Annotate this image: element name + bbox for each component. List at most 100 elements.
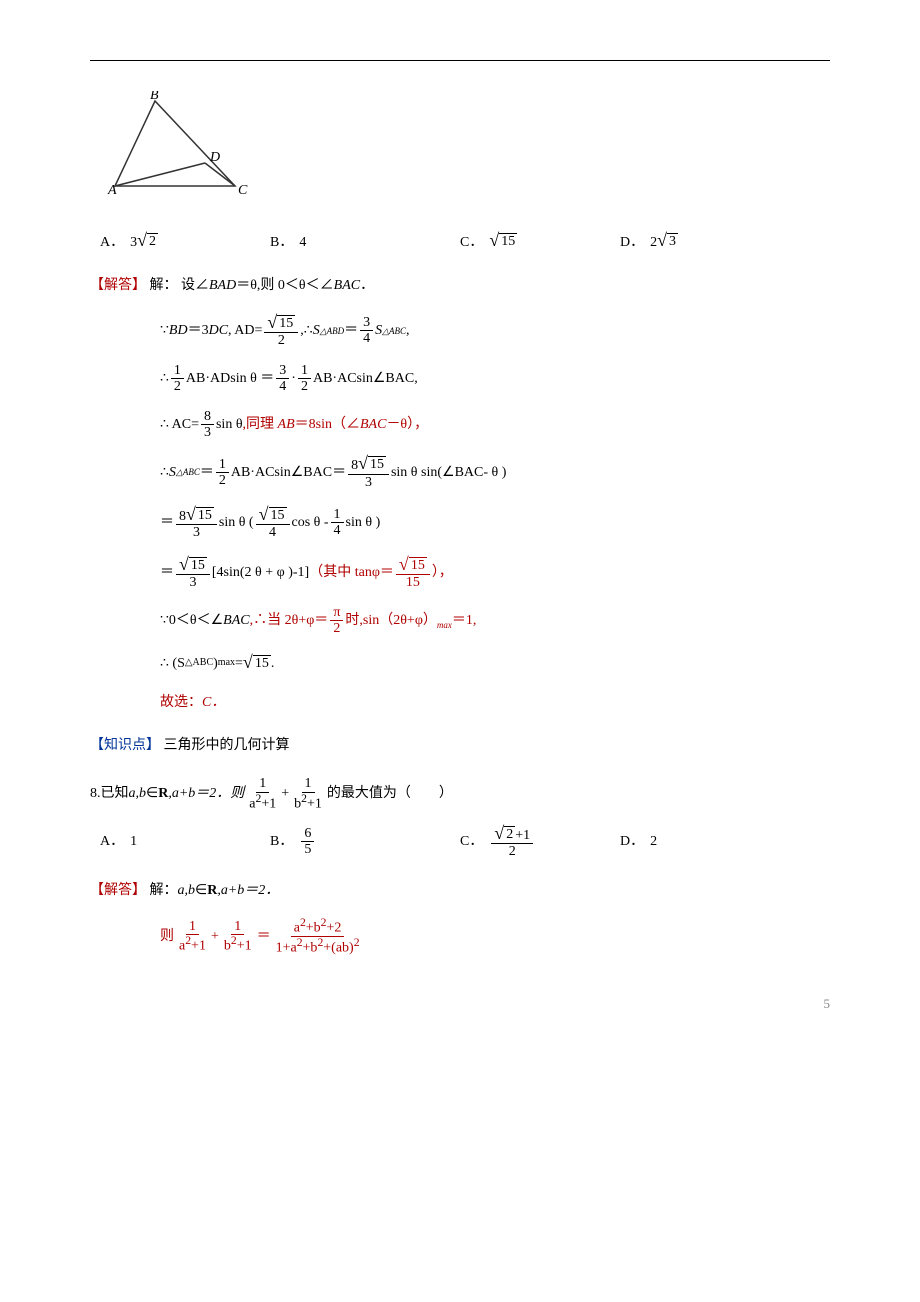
triangle-svg: A B C D (100, 91, 250, 201)
sub: △ABD (320, 323, 344, 339)
svg-text:A: A (107, 183, 117, 198)
t: ∴ (160, 366, 169, 391)
den: 3 (201, 425, 214, 440)
t: ＝3 (188, 318, 209, 343)
t: sin θ sin(∠BAC- θ ) (391, 460, 506, 485)
den: 3 (190, 525, 203, 540)
t: ＝1, (452, 613, 477, 628)
t: ＝ (344, 318, 358, 343)
t: AB·ACsin∠BAC＝ (231, 460, 346, 485)
t: +2 (327, 921, 342, 936)
t: ,∴当 2θ+φ＝ (250, 613, 329, 628)
var: BAC (334, 278, 360, 293)
den: 2 (275, 333, 288, 348)
var: DC (209, 318, 228, 343)
sub: △ABC (382, 323, 406, 339)
t: ∵ (160, 318, 169, 343)
t: ＝8sin（∠ (295, 417, 360, 432)
t: + (211, 924, 219, 949)
t: . (271, 651, 275, 676)
q8-stem: 8.已知 a,b∈R,a+b＝2．则 1a2+1 + 1b2+1 的最大值为（ … (90, 776, 830, 811)
svg-text:B: B (150, 91, 159, 103)
t: +(ab) (323, 941, 353, 956)
var: BAC (223, 608, 249, 633)
triangle-figure: A B C D (100, 91, 830, 210)
header-rule (90, 60, 830, 61)
sol-line-3: ∴ 12 AB·ADsin θ ＝ 34 · 12 AB·ACsin∠BAC, (160, 363, 830, 395)
den: b (224, 939, 231, 954)
option-value: 4 (299, 230, 306, 255)
t: sin θ (216, 412, 243, 437)
t: ∴ (S (160, 651, 185, 676)
var: a,b (129, 781, 147, 806)
q7-option-b[interactable]: B． 4 (270, 230, 460, 255)
num: 3 (360, 315, 373, 331)
radicand: 15 (499, 233, 517, 251)
t: 时,sin（2θ+φ） (345, 613, 437, 628)
q7-option-c[interactable]: C． √15 (460, 230, 620, 255)
den: 15 (403, 575, 423, 590)
t: , AD= (228, 318, 262, 343)
jieda-label: 【解答】 (90, 883, 146, 898)
answer: C． (202, 690, 225, 715)
t: · (291, 366, 296, 391)
solution-header: 【解答】 解： 设∠BAD＝θ,则 0＜θ＜∠BAC． (90, 273, 830, 298)
radicand: 2 (147, 233, 158, 251)
den: 4 (266, 525, 279, 540)
num: 1 (256, 776, 269, 792)
q8-option-d[interactable]: D． 2 (620, 824, 760, 860)
svg-text:C: C (238, 183, 248, 198)
q7-option-d[interactable]: D． 2√3 (620, 230, 760, 255)
den: +1 (237, 939, 252, 954)
den: +1 (191, 939, 206, 954)
t: （其中 tanφ＝ (309, 565, 394, 580)
sub: △ABC (176, 464, 200, 480)
num: 1 (331, 507, 344, 523)
jie-label: 解： (150, 883, 178, 898)
option-value: 2 (650, 829, 657, 854)
num: 1 (298, 363, 311, 379)
sol-text: ＝θ,则 0＜θ＜∠ (236, 278, 333, 293)
knowledge-text: 三角形中的几何计算 (164, 738, 290, 753)
option-letter: D． (620, 230, 644, 255)
t: ＝ (200, 460, 214, 485)
q8-option-c[interactable]: C． √2+12 (460, 824, 620, 860)
solution-body: ∵BD＝3DC, AD= √152 ,∴S△ABD＝ 34 S△ABC, ∴ 1… (160, 313, 830, 715)
sub: △ABC (185, 654, 213, 672)
set-R: R (158, 781, 168, 806)
rad: 15 (253, 655, 271, 673)
q8-sol-line-2: 则 1a2+1 + 1b2+1 ＝ a2+b2+2 1+a2+b2+(ab)2 (160, 917, 830, 956)
num: 6 (301, 826, 314, 842)
t: + (281, 781, 289, 806)
page-number: 5 (90, 992, 830, 1015)
t: 的最大值为（ ） (327, 781, 453, 806)
zhishidian-label: 【知识点】 (90, 738, 160, 753)
svg-text:D: D (209, 150, 220, 165)
num: 1 (216, 457, 229, 473)
guxuan-label: 故选： (160, 690, 202, 715)
t: ,同理 (243, 417, 278, 432)
sol-line-8: ∵0＜θ＜∠BAC ,∴当 2θ+φ＝ π2 时,sin（2θ+φ）max＝1, (160, 605, 830, 637)
q8-option-b[interactable]: B． 65 (270, 824, 460, 860)
sol-line-7: ＝ √153 [4sin(2 θ + φ )-1] （其中 tanφ＝ √151… (160, 555, 830, 591)
q8-option-a[interactable]: A． 1 (100, 824, 270, 860)
num: 8 (179, 509, 186, 524)
den: 3 (362, 475, 375, 490)
var: S (313, 318, 320, 343)
option-letter: B． (270, 230, 293, 255)
t: －θ）， (386, 417, 428, 432)
option-value: 3 (130, 235, 137, 250)
rad: 15 (277, 315, 295, 333)
answer-line: 故选：C． (160, 690, 830, 715)
t: +b (303, 941, 318, 956)
option-letter: B． (270, 829, 293, 854)
rad: 15 (189, 557, 207, 575)
num: 8 (351, 458, 358, 473)
t: ,a+b＝2． (217, 883, 279, 898)
q7-option-a[interactable]: A． 3√2 (100, 230, 270, 255)
q7-options: A． 3√2 B． 4 C． √15 D． 2√3 (100, 230, 830, 255)
num: 1 (302, 776, 315, 792)
t: ∈ (146, 781, 158, 806)
t: ∴ (160, 460, 169, 485)
den: 2 (298, 379, 311, 394)
